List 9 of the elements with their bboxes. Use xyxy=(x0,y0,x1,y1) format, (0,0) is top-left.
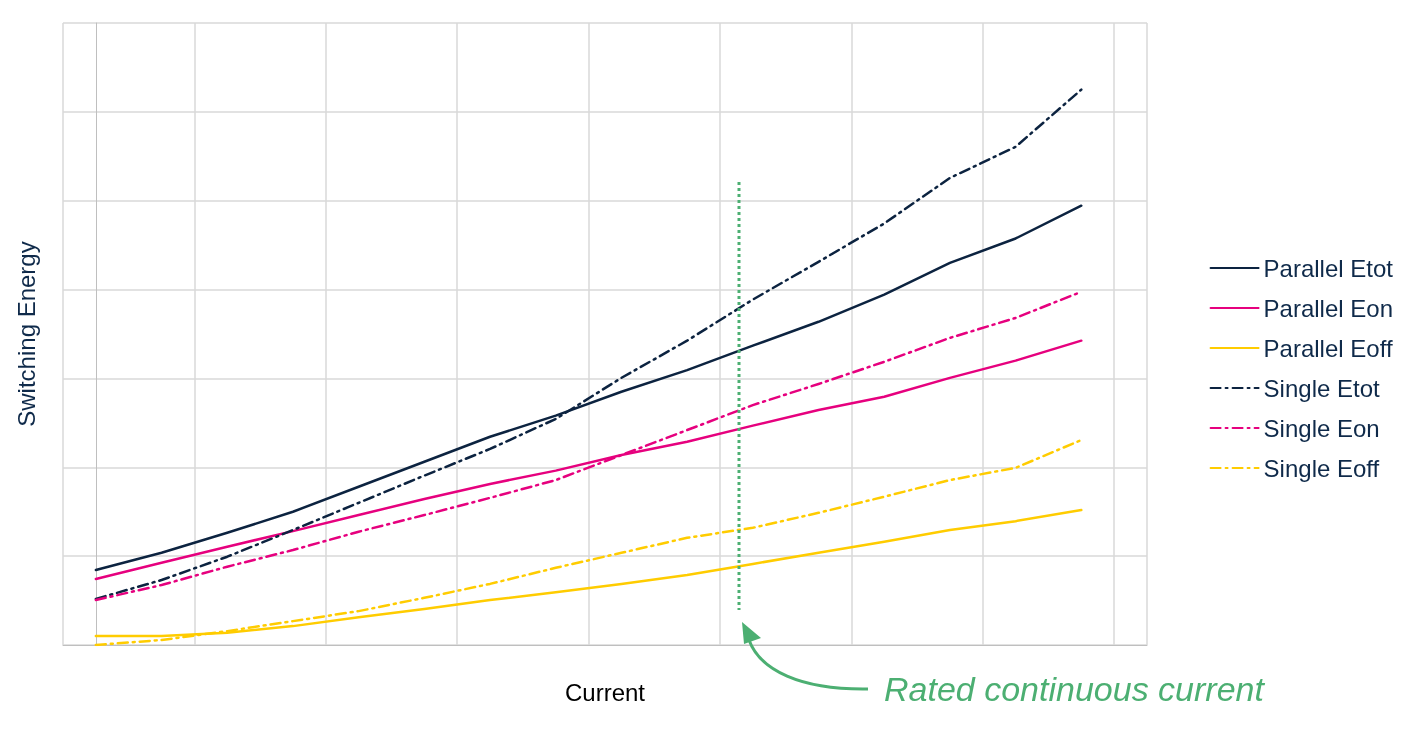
x-axis-title: Current xyxy=(564,678,646,706)
legend-label: Single Eon xyxy=(1263,414,1380,442)
text: Rated continuous current xyxy=(884,670,1266,708)
legend-label: Single Eoff xyxy=(1263,454,1380,482)
legend-label: Single Etot xyxy=(1263,374,1380,402)
legend-label: Parallel Etot xyxy=(1263,254,1394,282)
legend-label: Parallel Eoff xyxy=(1263,334,1393,362)
legend-label: Parallel Eon xyxy=(1263,294,1394,322)
y-axis-title: Switching Energy xyxy=(12,241,40,427)
